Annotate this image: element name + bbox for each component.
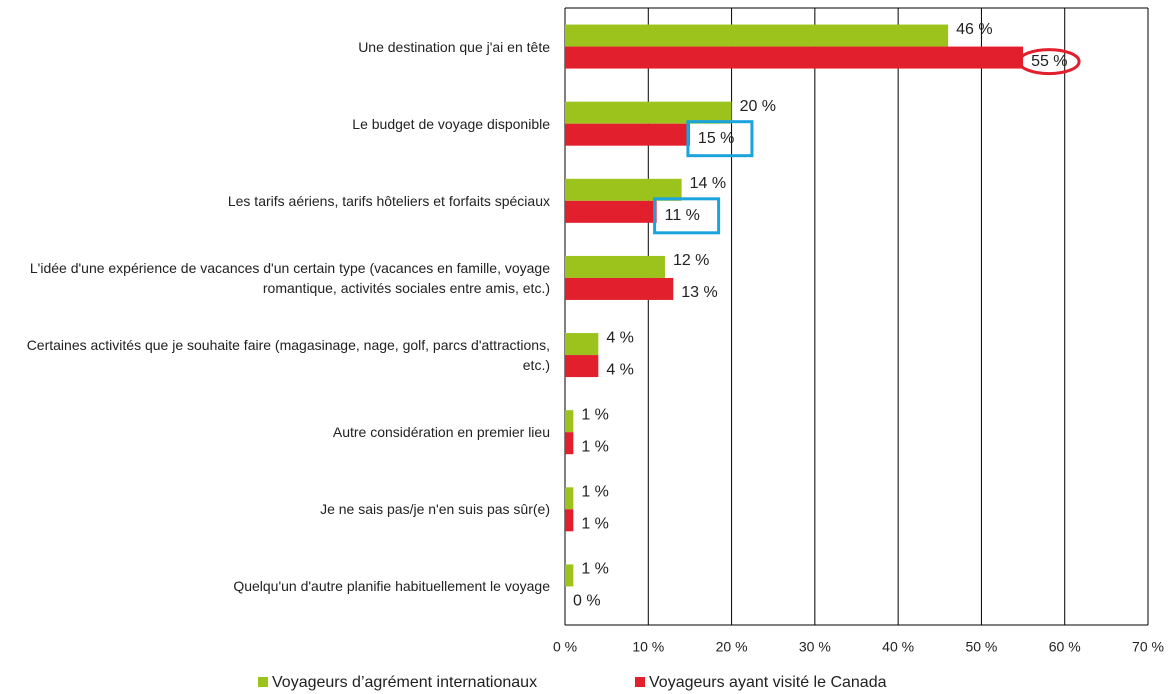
value-label: 1 % [581,438,609,455]
category-label: Certaines activités que je souhaite fair… [26,337,550,374]
x-tick-label: 20 % [716,639,748,655]
bar [565,255,665,278]
bar [565,355,599,378]
category-label: Quelqu'un d'autre planifie habituellemen… [233,578,550,595]
value-label: 55 % [1031,53,1067,70]
x-tick-label: 70 % [1132,639,1164,655]
highlight-box [653,197,721,235]
bar [565,509,574,532]
bar [565,410,574,433]
value-label: 1 % [581,516,609,533]
value-label: 14 % [690,175,726,192]
value-label: 46 % [956,21,992,38]
bar [565,178,682,201]
value-label: 1 % [581,406,609,423]
value-label: 1 % [581,561,609,578]
category-label: Autre considération en premier lieu [332,424,550,441]
highlight-box [686,120,754,158]
bar [565,200,657,223]
bar [565,432,574,455]
x-tick-label: 50 % [965,639,997,655]
category-label: Le budget de voyage disponible [352,115,550,132]
x-tick-label: 10 % [632,639,664,655]
x-tick-label: 0 % [553,639,577,655]
value-label: 4 % [606,329,634,346]
value-label: 11 % [665,207,700,224]
value-label: 12 % [673,252,709,269]
category-label: Une destination que j'ai en tête [358,38,550,55]
category-label: Je ne sais pas/je n'en suis pas sûr(e) [320,501,550,518]
value-label: 15 % [698,130,734,147]
bar [565,487,574,510]
x-tick-label: 30 % [799,639,831,655]
legend-swatch [635,677,645,687]
value-label: 0 % [573,593,601,610]
bar [565,277,674,300]
legend-label: Voyageurs ayant visité le Canada [649,674,887,691]
value-label: 1 % [581,484,609,501]
bar [565,24,949,47]
bar [565,333,599,356]
x-tick-label: 40 % [882,639,914,655]
legend-swatch [258,677,268,687]
x-tick-label: 60 % [1049,639,1081,655]
bar [565,564,574,587]
bar [565,101,732,124]
category-label: L'idée d'une expérience de vacances d'un… [29,259,550,296]
value-label: 13 % [681,284,717,301]
legend-label: Voyageurs d’agrément internationaux [272,674,537,691]
value-label: 4 % [606,361,634,378]
category-label: Les tarifs aériens, tarifs hôteliers et … [227,192,550,209]
highlight-ellipse [1017,48,1081,76]
bar [565,123,690,146]
value-label: 20 % [740,98,776,115]
bar [565,46,1024,69]
